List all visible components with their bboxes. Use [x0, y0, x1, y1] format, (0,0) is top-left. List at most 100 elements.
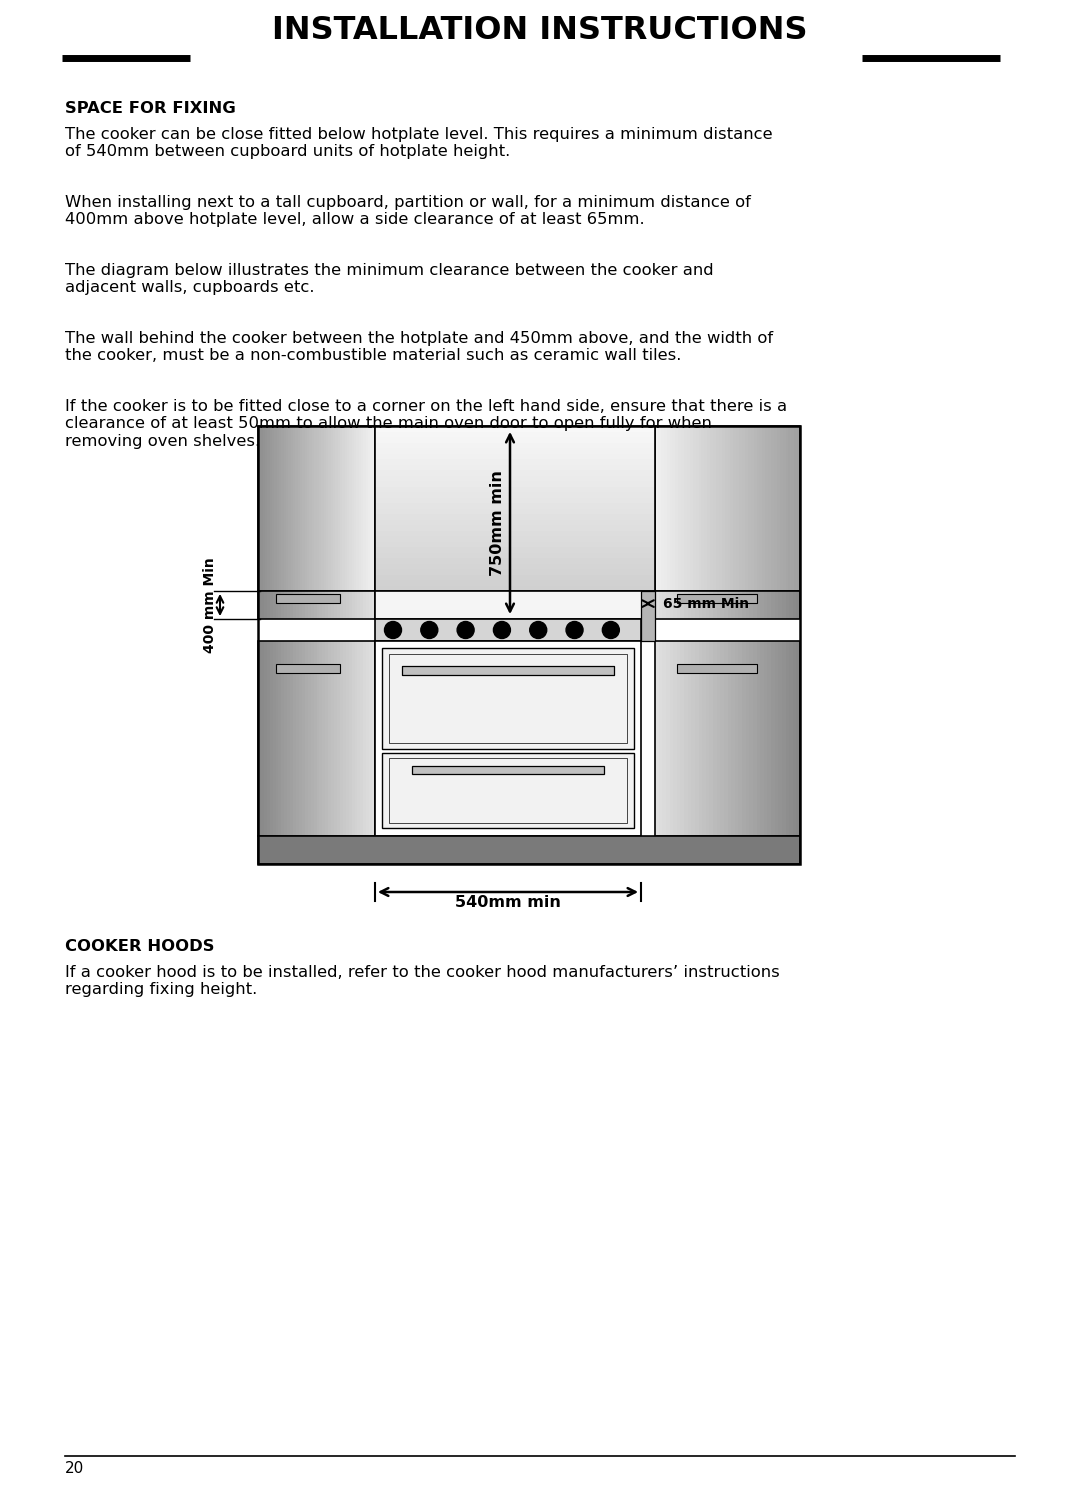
- Bar: [673, 641, 678, 836]
- Bar: [352, 591, 355, 620]
- Bar: [328, 426, 332, 591]
- Bar: [375, 452, 654, 459]
- Bar: [299, 641, 302, 836]
- Bar: [751, 426, 755, 591]
- Bar: [258, 641, 375, 836]
- Bar: [342, 641, 347, 836]
- Bar: [375, 514, 654, 520]
- Bar: [739, 426, 743, 591]
- Bar: [375, 641, 642, 836]
- Text: When installing next to a tall cupboard, partition or wall, for a minimum distan: When installing next to a tall cupboard,…: [65, 195, 751, 227]
- Bar: [724, 591, 729, 620]
- Bar: [794, 426, 798, 591]
- Bar: [291, 641, 294, 836]
- Bar: [270, 591, 273, 620]
- Bar: [275, 663, 340, 672]
- Text: The cooker can be close fitted below hotplate level. This requires a minimum dis: The cooker can be close fitted below hot…: [65, 127, 772, 159]
- Bar: [733, 426, 738, 591]
- Bar: [734, 641, 740, 836]
- Bar: [666, 591, 671, 620]
- Bar: [742, 426, 746, 591]
- Bar: [692, 426, 697, 591]
- Bar: [707, 426, 711, 591]
- Bar: [279, 591, 282, 620]
- Bar: [270, 426, 273, 591]
- Bar: [375, 558, 654, 564]
- Bar: [375, 579, 654, 585]
- Bar: [699, 426, 702, 591]
- Bar: [375, 524, 654, 530]
- Bar: [742, 641, 746, 836]
- Bar: [375, 458, 654, 464]
- Bar: [788, 426, 793, 591]
- Bar: [373, 641, 376, 836]
- Bar: [731, 591, 735, 620]
- Bar: [375, 464, 654, 470]
- Bar: [342, 591, 347, 620]
- Bar: [375, 502, 654, 509]
- Bar: [272, 641, 276, 836]
- Bar: [282, 426, 285, 591]
- Bar: [264, 641, 268, 836]
- Bar: [382, 648, 634, 749]
- Bar: [319, 426, 322, 591]
- Bar: [361, 591, 364, 620]
- Bar: [673, 426, 676, 591]
- Bar: [293, 641, 297, 836]
- Bar: [782, 641, 786, 836]
- Bar: [276, 426, 280, 591]
- Bar: [764, 641, 768, 836]
- Bar: [314, 426, 318, 591]
- Bar: [654, 426, 800, 591]
- Bar: [305, 426, 308, 591]
- Bar: [771, 641, 775, 836]
- Bar: [345, 426, 348, 591]
- Bar: [705, 591, 711, 620]
- Bar: [296, 641, 300, 836]
- Bar: [678, 426, 683, 591]
- Bar: [782, 591, 786, 620]
- Bar: [402, 666, 615, 675]
- Bar: [340, 591, 343, 620]
- Bar: [745, 426, 748, 591]
- Bar: [779, 641, 783, 836]
- Bar: [796, 641, 801, 836]
- Bar: [370, 426, 374, 591]
- Bar: [756, 641, 761, 836]
- Bar: [710, 641, 714, 836]
- Bar: [673, 591, 678, 620]
- Bar: [265, 426, 268, 591]
- Bar: [728, 426, 731, 591]
- Bar: [375, 425, 654, 432]
- Bar: [361, 426, 364, 591]
- Bar: [375, 535, 654, 541]
- Bar: [258, 641, 262, 836]
- Bar: [316, 641, 321, 836]
- Text: 400 mm Min: 400 mm Min: [203, 558, 217, 653]
- Bar: [375, 562, 654, 570]
- Bar: [711, 426, 714, 591]
- Text: If the cooker is to be fitted close to a corner on the left hand side, ensure th: If the cooker is to be fitted close to a…: [65, 399, 787, 449]
- Bar: [375, 552, 654, 558]
- Circle shape: [421, 621, 437, 639]
- Bar: [654, 641, 800, 836]
- Bar: [284, 591, 288, 620]
- Bar: [335, 426, 338, 591]
- Bar: [324, 426, 327, 591]
- Bar: [713, 641, 717, 836]
- Bar: [750, 641, 754, 836]
- Bar: [272, 591, 276, 620]
- Bar: [737, 426, 740, 591]
- Bar: [762, 426, 766, 591]
- Bar: [670, 641, 674, 836]
- Bar: [340, 426, 343, 591]
- Bar: [375, 591, 654, 620]
- Bar: [739, 591, 743, 620]
- Bar: [664, 426, 667, 591]
- Bar: [346, 591, 350, 620]
- Bar: [268, 426, 271, 591]
- Bar: [745, 591, 751, 620]
- Bar: [702, 591, 706, 620]
- Bar: [716, 426, 719, 591]
- Bar: [725, 426, 729, 591]
